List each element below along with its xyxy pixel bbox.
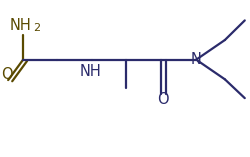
Text: NH: NH bbox=[10, 18, 31, 33]
Text: 2: 2 bbox=[33, 23, 40, 33]
Text: N: N bbox=[190, 52, 201, 67]
Text: NH: NH bbox=[79, 64, 101, 79]
Text: O: O bbox=[1, 67, 13, 82]
Text: O: O bbox=[156, 92, 168, 107]
